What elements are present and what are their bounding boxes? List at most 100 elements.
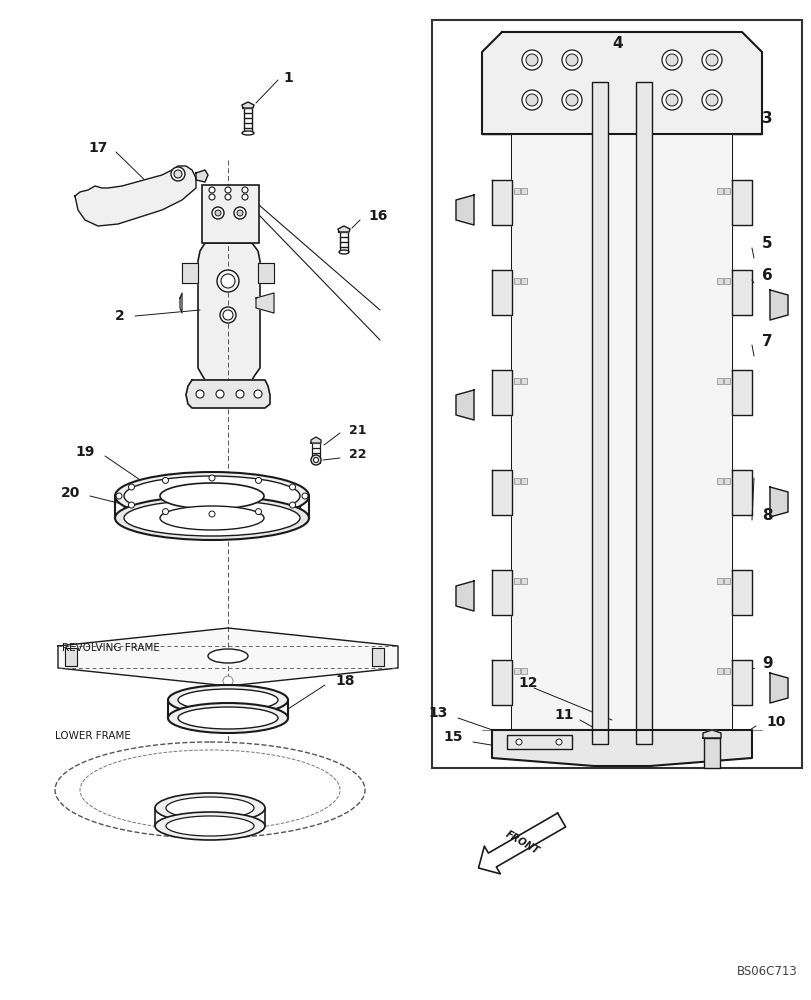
Bar [723,478,729,484]
Bar [513,478,519,484]
Polygon shape [75,166,195,226]
Circle shape [290,502,295,508]
Text: 11: 11 [554,708,573,722]
Polygon shape [186,380,270,408]
Circle shape [220,307,236,323]
Polygon shape [456,390,474,420]
Polygon shape [478,813,565,874]
Ellipse shape [80,750,340,830]
Ellipse shape [115,496,309,540]
Ellipse shape [165,816,254,836]
Polygon shape [255,293,273,313]
Polygon shape [731,660,751,705]
Text: 5: 5 [761,236,772,251]
Polygon shape [731,370,751,415]
Ellipse shape [155,812,264,840]
Text: 18: 18 [335,674,354,688]
Text: BS06C713: BS06C713 [736,965,797,978]
Polygon shape [769,673,787,703]
Text: 13: 13 [428,706,448,720]
Polygon shape [731,270,751,315]
Circle shape [128,484,135,490]
Ellipse shape [160,506,264,530]
Circle shape [561,90,581,110]
Polygon shape [491,180,512,225]
Circle shape [255,477,261,483]
Polygon shape [195,170,208,182]
Text: 3: 3 [761,111,772,126]
Circle shape [208,511,215,517]
Circle shape [215,210,221,216]
Circle shape [702,50,721,70]
Circle shape [208,194,215,200]
Polygon shape [311,437,320,443]
Ellipse shape [115,472,309,520]
Circle shape [565,94,577,106]
Polygon shape [198,243,260,380]
Polygon shape [731,180,751,225]
Bar [716,478,722,484]
Bar [716,278,722,284]
Circle shape [195,390,204,398]
Ellipse shape [338,250,349,254]
Circle shape [162,509,169,515]
Polygon shape [337,226,350,232]
Circle shape [526,94,538,106]
Polygon shape [456,581,474,611]
Circle shape [290,484,295,490]
Polygon shape [491,370,512,415]
Circle shape [565,54,577,66]
Text: 4: 4 [612,36,623,51]
Bar [723,188,729,194]
Polygon shape [769,290,787,320]
Text: 1: 1 [283,71,293,85]
Circle shape [556,739,561,745]
Bar [521,188,526,194]
Circle shape [237,210,242,216]
Text: 19: 19 [75,445,95,459]
Circle shape [223,676,233,686]
Bar [723,278,729,284]
Circle shape [216,390,224,398]
Ellipse shape [208,649,247,663]
Circle shape [242,194,247,200]
Text: 21: 21 [349,424,366,436]
Text: FRONT: FRONT [504,829,541,856]
Polygon shape [258,263,273,283]
Text: 7: 7 [761,334,772,349]
Bar [521,578,526,584]
Text: 20: 20 [61,486,80,500]
Circle shape [254,390,262,398]
Circle shape [171,167,185,181]
Circle shape [208,475,215,481]
Ellipse shape [168,685,288,715]
Bar [513,378,519,384]
Polygon shape [58,628,397,686]
Circle shape [311,455,320,465]
Text: LOWER FRAME: LOWER FRAME [55,731,131,741]
Bar [521,478,526,484]
Text: 14: 14 [545,736,564,750]
Circle shape [128,502,135,508]
Bar [591,82,607,744]
Polygon shape [769,487,787,517]
Circle shape [116,493,122,499]
Circle shape [705,94,717,106]
Ellipse shape [178,707,277,729]
Circle shape [208,187,215,193]
Circle shape [526,54,538,66]
Bar [512,134,731,730]
Polygon shape [242,102,254,108]
Polygon shape [491,270,512,315]
Text: REVOLVING FRAME: REVOLVING FRAME [62,643,160,653]
Bar [513,578,519,584]
Bar [716,188,722,194]
Polygon shape [65,648,77,666]
Polygon shape [731,470,751,515]
Text: 6: 6 [761,268,772,284]
Circle shape [255,509,261,515]
Text: 2: 2 [115,309,125,323]
Polygon shape [702,730,720,738]
Bar [723,668,729,674]
Circle shape [561,50,581,70]
